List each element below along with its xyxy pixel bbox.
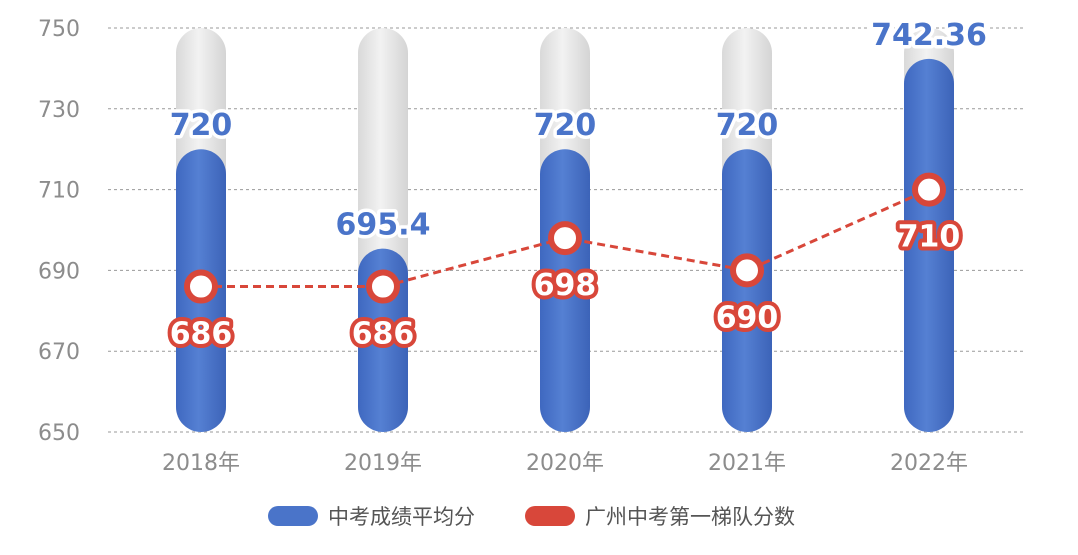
x-category-label: 2020年: [526, 451, 604, 476]
legend-label: 中考成绩平均分: [328, 505, 475, 529]
legend-item: 中考成绩平均分: [268, 505, 475, 529]
bar-value-label: 720: [170, 108, 233, 143]
legend-swatch: [268, 506, 318, 526]
y-tick-label: 730: [38, 98, 80, 123]
legend-label: 广州中考第一梯队分数: [585, 505, 795, 529]
bar-value-label: 742.36: [871, 18, 987, 53]
legend-item: 广州中考第一梯队分数: [525, 505, 795, 529]
legend-swatch: [525, 506, 575, 526]
x-category-label: 2019年: [344, 451, 422, 476]
line-point: [912, 172, 946, 207]
line-value-label: 686: [352, 317, 415, 352]
bar: [722, 149, 772, 432]
y-tick-label: 750: [38, 17, 80, 42]
x-category-label: 2021年: [708, 451, 786, 476]
y-axis-ticks: 650 670 690 710 730 750: [38, 17, 80, 446]
line-series: [184, 172, 946, 304]
line-value-label: 690: [716, 300, 779, 335]
data-labels: 720 695.4 720 720 742.36 686 686 698 690 710: [166, 14, 991, 355]
bar-value-label: 695.4: [336, 208, 431, 243]
y-tick-label: 690: [38, 259, 80, 284]
y-tick-label: 670: [38, 340, 80, 365]
line-value-label: 710: [898, 220, 961, 255]
bar: [540, 149, 590, 432]
line-point: [184, 269, 218, 304]
bar-value-label: 720: [534, 108, 597, 143]
y-tick-label: 710: [38, 179, 80, 204]
x-axis-categories: 2018年 2019年 2020年 2021年 2022年: [162, 451, 968, 476]
x-category-label: 2022年: [890, 451, 968, 476]
line-point: [548, 221, 582, 256]
bar-value-label: 720: [716, 108, 779, 143]
line-value-label: 698: [534, 268, 597, 303]
x-category-label: 2018年: [162, 451, 240, 476]
legend: 中考成绩平均分 广州中考第一梯队分数: [268, 505, 795, 529]
bar: [904, 58, 954, 432]
line-point: [366, 269, 400, 304]
line-value-label: 686: [170, 317, 233, 352]
line-point: [730, 253, 764, 288]
y-tick-label: 650: [38, 421, 80, 446]
